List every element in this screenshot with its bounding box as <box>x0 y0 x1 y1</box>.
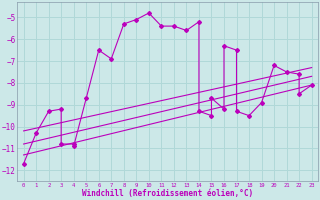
X-axis label: Windchill (Refroidissement éolien,°C): Windchill (Refroidissement éolien,°C) <box>82 189 253 198</box>
